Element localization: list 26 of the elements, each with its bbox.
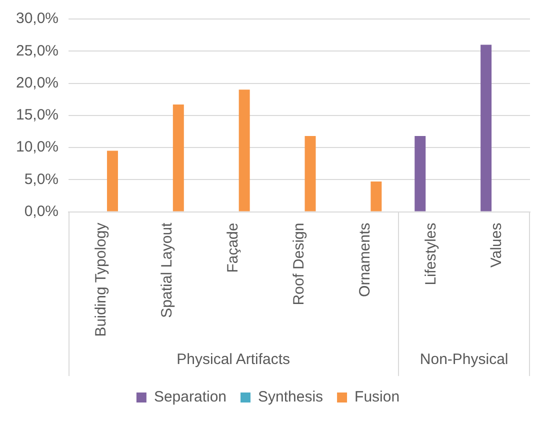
legend-label: Fusion bbox=[354, 388, 400, 406]
x-tick-label: Roof Design bbox=[290, 222, 308, 306]
bar bbox=[172, 104, 184, 212]
y-tick-label: 30,0% bbox=[16, 10, 59, 28]
y-tick-label: 20,0% bbox=[16, 74, 59, 92]
text: Physical Artifacts bbox=[176, 351, 290, 368]
legend-label: Synthesis bbox=[258, 388, 324, 406]
bar bbox=[304, 136, 316, 212]
bar bbox=[370, 182, 382, 212]
x-tick-label: Values bbox=[488, 222, 506, 268]
x-tick-label: Spatial Layout bbox=[158, 222, 176, 318]
y-tick-label: 15,0% bbox=[16, 106, 59, 124]
x-tick-label: Ornaments bbox=[356, 222, 374, 297]
x-tick-label: Façade bbox=[224, 222, 242, 273]
text: Non-Physical bbox=[420, 351, 508, 368]
x-tick-label: Buiding Typology bbox=[92, 222, 110, 337]
y-tick-label: 10,0% bbox=[16, 138, 59, 156]
bar bbox=[480, 44, 492, 212]
bar bbox=[106, 150, 118, 212]
bar bbox=[238, 90, 250, 212]
y-tick-label: 25,0% bbox=[16, 42, 59, 60]
legend-label: Separation bbox=[154, 388, 227, 406]
x-tick-label: Lifestyles bbox=[422, 222, 440, 286]
bar bbox=[414, 136, 426, 212]
y-tick-label: 5,0% bbox=[24, 170, 59, 188]
y-tick-label: 0,0% bbox=[24, 202, 59, 220]
